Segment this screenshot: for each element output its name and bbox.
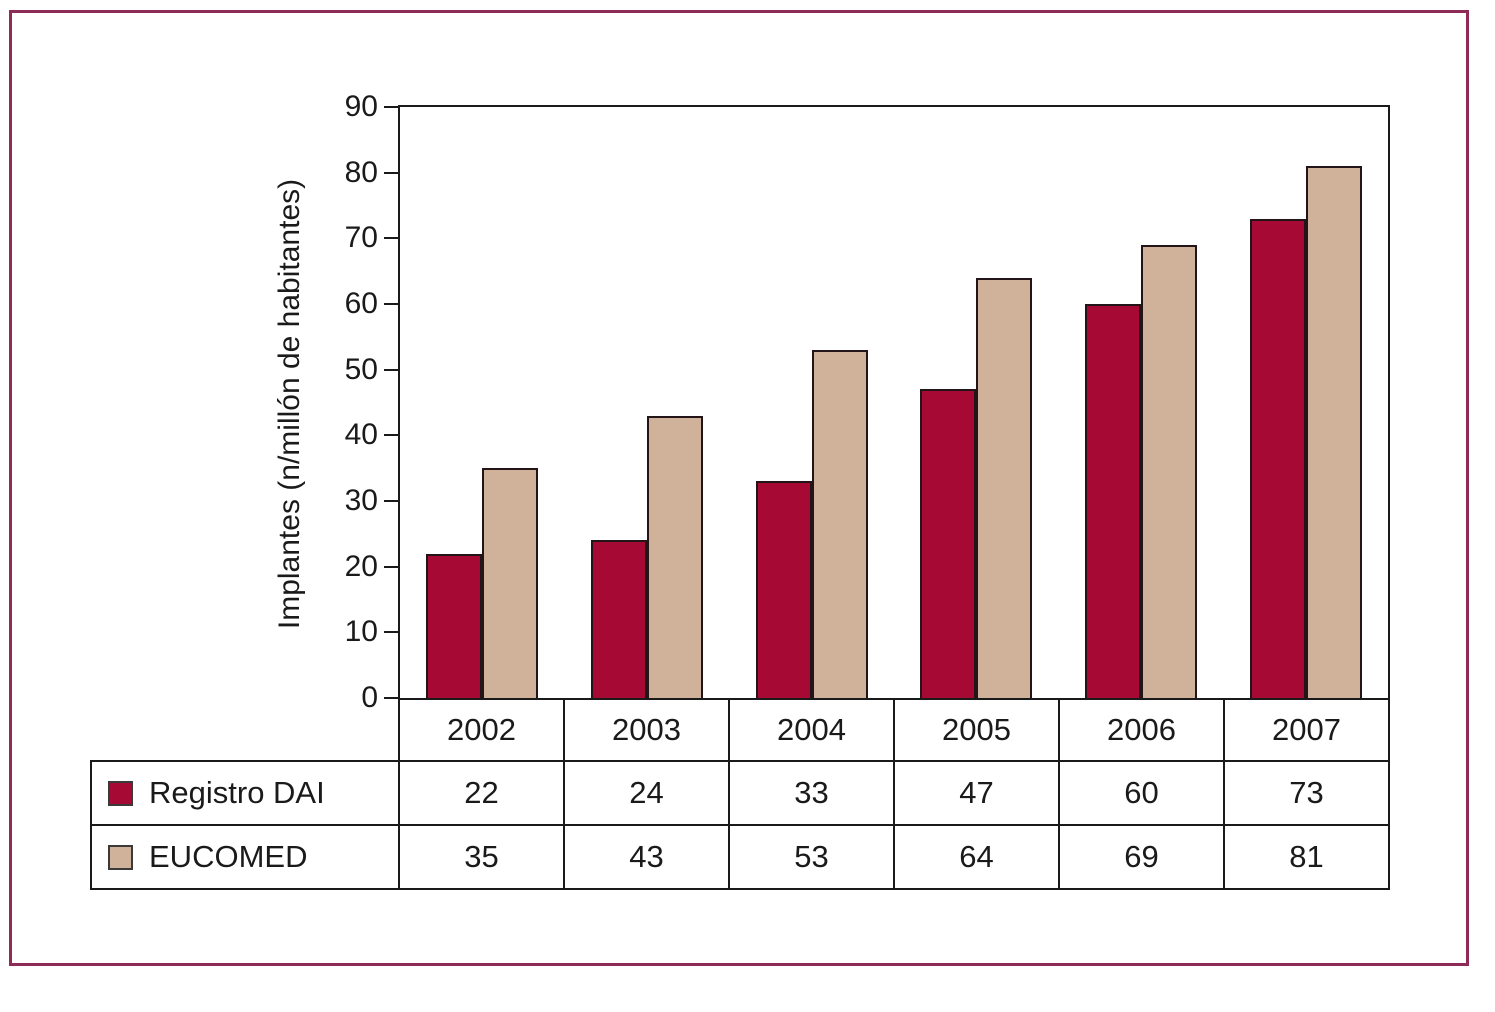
value-cell-eucomed-2006: 69 [1058,826,1223,888]
value-cell-registro-dai-2005: 47 [893,762,1058,824]
bar-group-2003 [565,107,730,698]
legend-cell: Registro DAI [92,762,398,824]
y-tick-label: 50 [344,352,378,386]
table-row-eucomed: EUCOMED 35 43 53 64 69 81 [90,824,1390,890]
year-cell-2004: 2004 [728,700,893,760]
value-cell-eucomed-2007: 81 [1223,826,1388,888]
x-axis-header-row: 2002 2003 2004 2005 2006 2007 [398,698,1390,762]
value-cell-eucomed-2005: 64 [893,826,1058,888]
value-cell-registro-dai-2003: 24 [563,762,728,824]
year-cell-2005: 2005 [893,700,1058,760]
bar-eucomed-2005 [976,277,1033,698]
table-row-registro-dai: Registro DAI 22 24 33 47 60 73 [90,760,1390,826]
value-cell-registro-dai-2006: 60 [1058,762,1223,824]
value-cell-registro-dai-2004: 33 [728,762,893,824]
y-tick-label: 80 [344,155,378,189]
bar-group-2004 [729,107,894,698]
y-tick-mark [384,237,398,240]
year-cell-2007: 2007 [1223,700,1388,760]
value-cell-eucomed-2003: 43 [563,826,728,888]
bar-group-2002 [400,107,565,698]
y-tick-label: 20 [344,549,378,583]
legend-swatch-registro-dai [108,780,133,806]
bar-group-2005 [894,107,1059,698]
y-tick-label: 10 [344,615,378,649]
y-tick-label: 90 [344,90,378,123]
y-tick-mark [384,171,398,174]
bar-group-2007 [1223,107,1388,698]
value-cell-eucomed-2004: 53 [728,826,893,888]
bar-registro-dai-2005 [920,389,977,698]
bar-eucomed-2002 [482,468,539,698]
y-tick-mark [384,631,398,634]
y-tick-label: 70 [344,221,378,255]
bar-group-2006 [1059,107,1224,698]
bar-registro-dai-2007 [1249,218,1306,698]
y-tick-label: 60 [344,287,378,320]
value-cell-eucomed-2002: 35 [398,826,563,888]
value-cell-registro-dai-2002: 22 [398,762,563,824]
legend-cell: EUCOMED [92,826,398,888]
year-cell-2006: 2006 [1058,700,1223,760]
bar-registro-dai-2003 [590,540,647,698]
y-tick-mark [384,565,398,568]
y-tick-mark [384,303,398,305]
plot-area [398,105,1390,700]
y-tick-mark [384,368,398,371]
bar-eucomed-2004 [811,349,868,698]
y-tick-label: 40 [344,418,378,452]
year-cell-2002: 2002 [447,712,516,747]
bar-eucomed-2003 [646,415,703,698]
legend-label: Registro DAI [149,775,325,810]
y-tick-mark [384,106,398,108]
bar-registro-dai-2004 [755,481,812,698]
y-tick-mark [384,697,398,699]
bar-registro-dai-2006 [1084,304,1141,698]
value-cell-registro-dai-2007: 73 [1223,762,1388,824]
bar-eucomed-2006 [1140,244,1197,698]
y-tick-label: 30 [344,484,378,517]
bar-registro-dai-2002 [426,553,483,698]
legend-label: EUCOMED [149,839,308,874]
y-tick-label: 0 [361,681,378,714]
y-tick-mark [384,434,398,437]
y-tick-mark [384,500,398,502]
bar-eucomed-2007 [1305,166,1362,698]
year-cell-2003: 2003 [563,700,728,760]
legend-swatch-eucomed [108,844,133,870]
